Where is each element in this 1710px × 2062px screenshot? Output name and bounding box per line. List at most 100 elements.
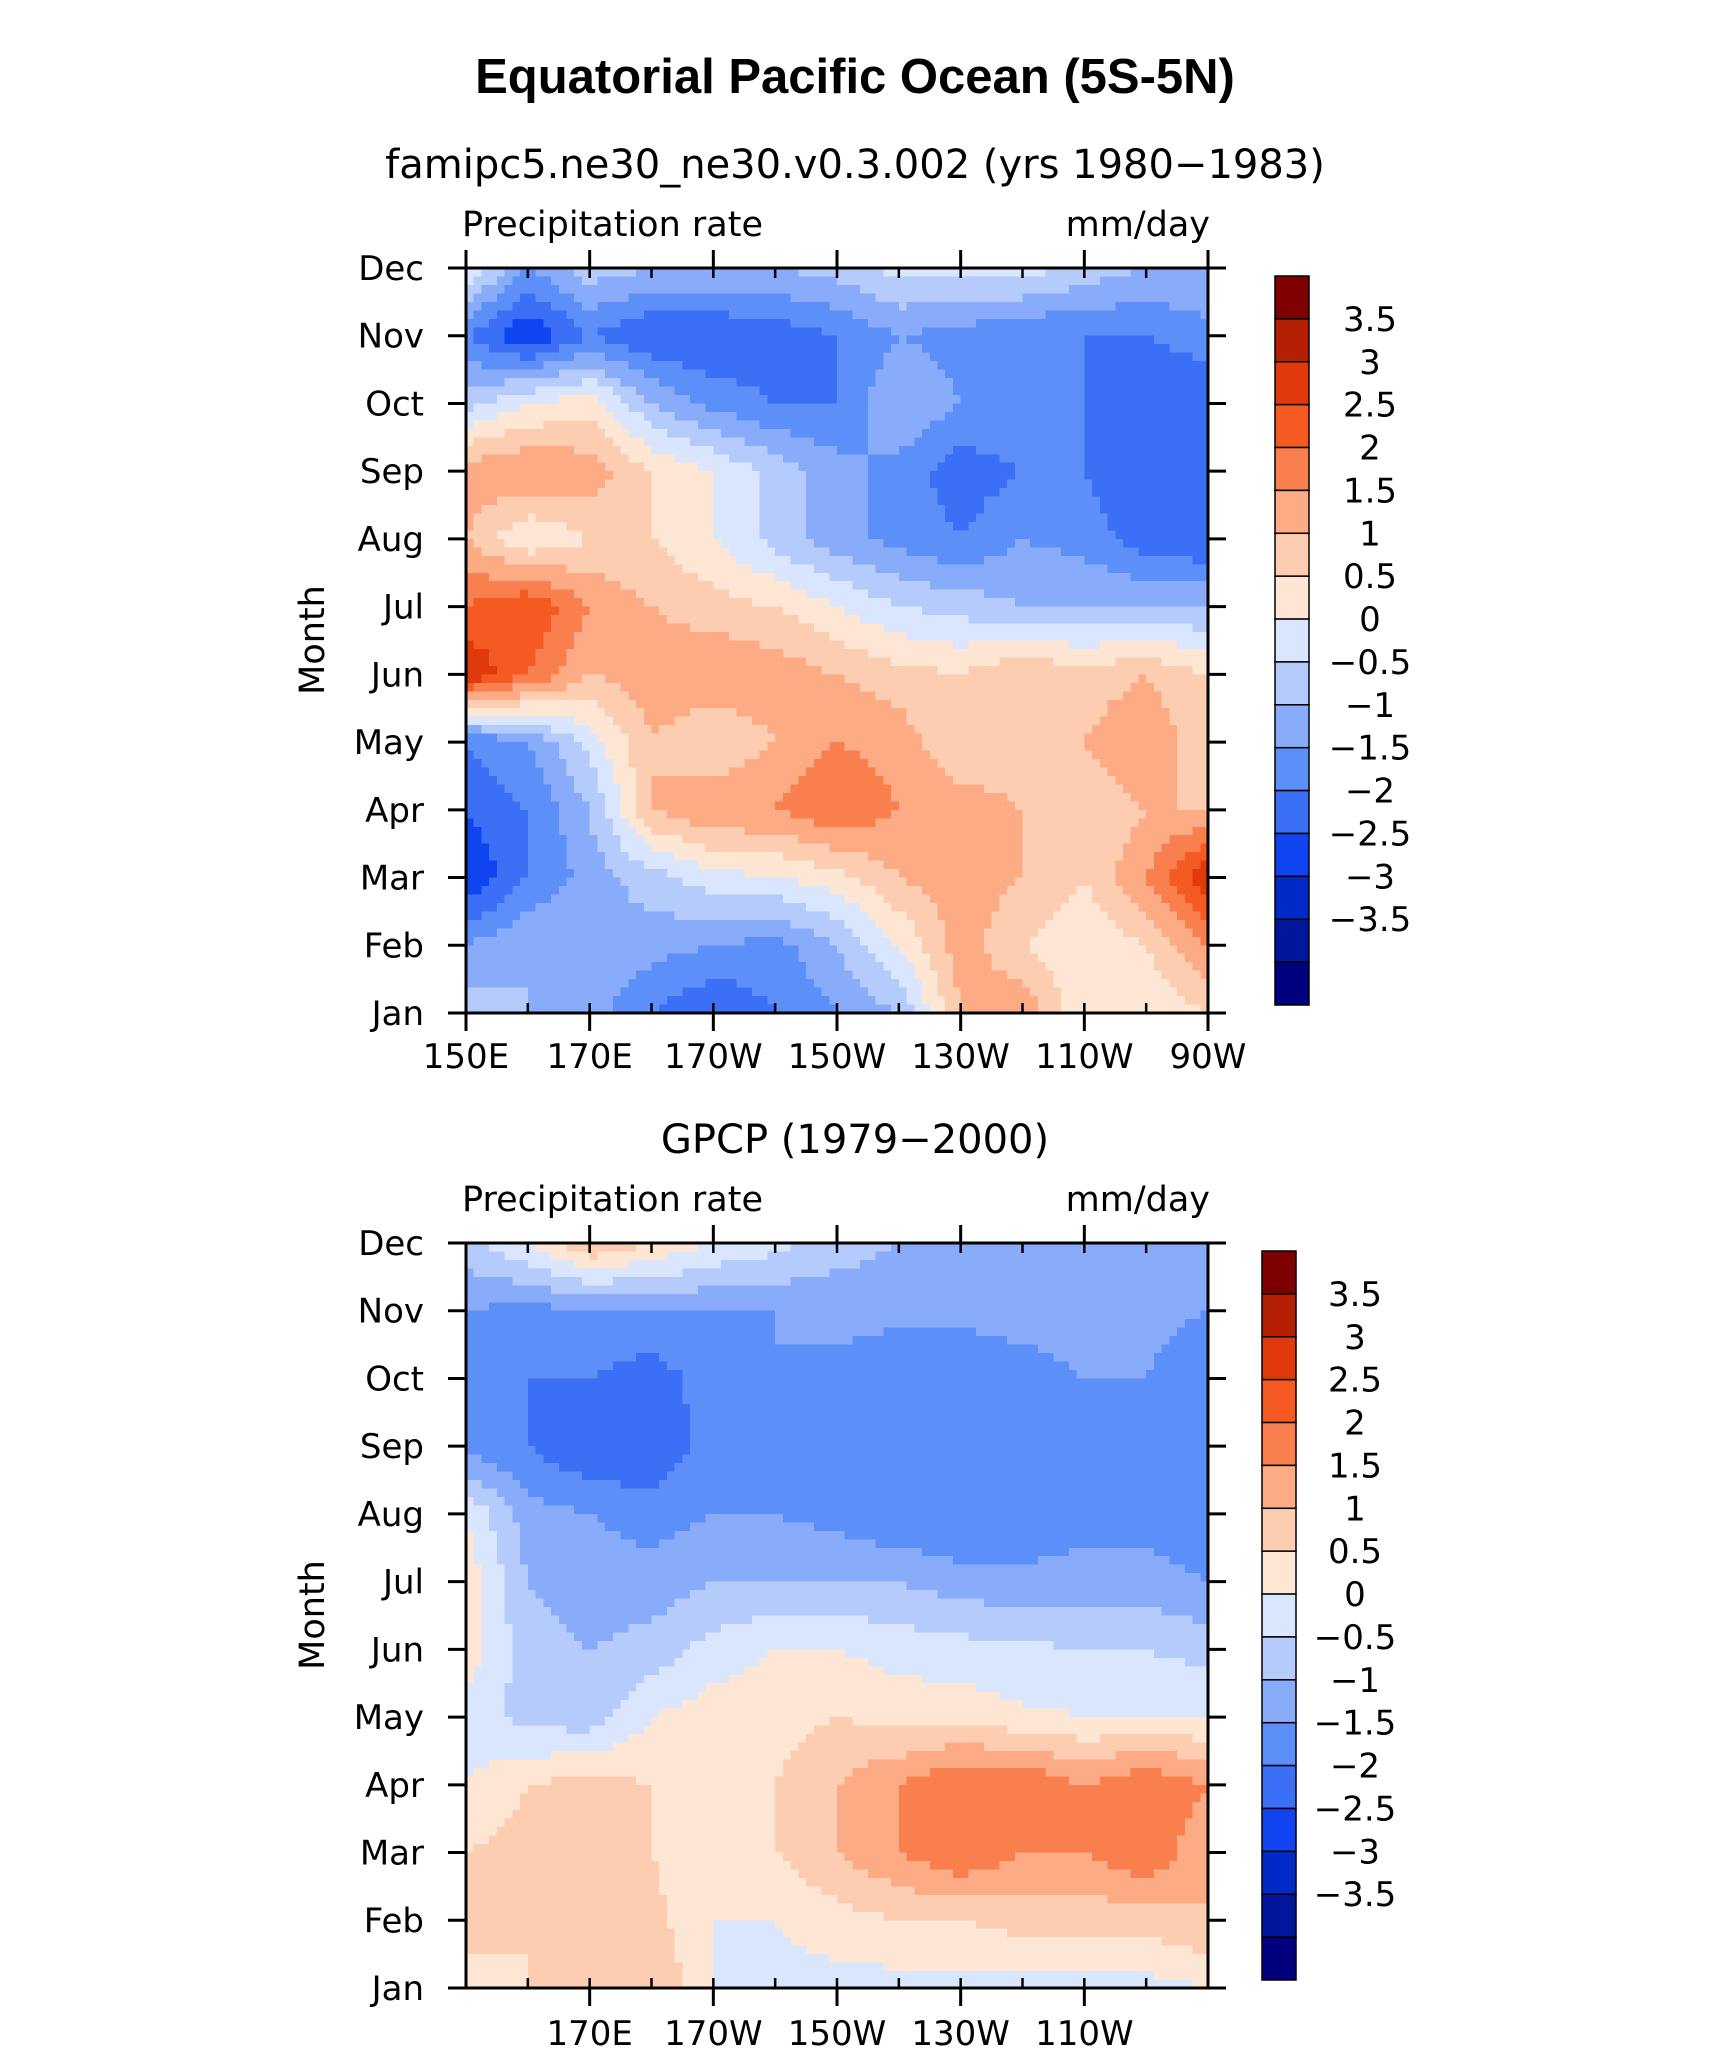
contour-cell: [666, 852, 676, 862]
contour-cell: [481, 386, 490, 396]
contour-cell: [690, 496, 699, 506]
contour-cell: [690, 589, 699, 599]
contour-cell: [883, 344, 892, 354]
contour-cell: [605, 792, 614, 802]
contour-cell: [891, 725, 900, 735]
contour-cell: [790, 327, 799, 337]
contour-cell: [659, 945, 668, 955]
contour-cell: [806, 750, 815, 760]
contour-cell: [558, 945, 568, 955]
contour-cell: [898, 623, 908, 633]
contour-cell: [744, 902, 753, 913]
contour-cell: [875, 471, 884, 481]
contour-cell: [767, 860, 776, 870]
contour-cell: [790, 953, 799, 963]
contour-cell: [697, 462, 707, 472]
contour-cell: [612, 792, 622, 802]
contour-cell: [736, 411, 745, 421]
contour-cell: [636, 953, 645, 963]
contour-cell: [473, 767, 483, 777]
contour-cell: [504, 572, 513, 582]
contour-cell: [751, 640, 761, 650]
contour-cell: [697, 936, 707, 946]
contour-cell: [651, 301, 660, 311]
contour-cell: [489, 394, 498, 405]
contour-cell: [643, 869, 653, 879]
contour-cell: [597, 1004, 606, 1014]
contour-cell: [605, 386, 614, 396]
contour-cell: [713, 987, 722, 997]
contour-cell: [775, 547, 784, 557]
contour-cell: [829, 301, 838, 311]
contour-cell: [829, 809, 838, 819]
contour-cell: [581, 775, 591, 786]
contour-cell: [666, 462, 676, 472]
contour-cell: [466, 725, 475, 735]
contour-cell: [813, 598, 823, 608]
contour-cell: [860, 471, 869, 481]
contour-cell: [744, 547, 753, 557]
contour-cell: [520, 674, 529, 684]
contour-cell: [527, 623, 537, 633]
contour-cell: [520, 538, 529, 548]
contour-cell: [605, 750, 614, 760]
contour-cell: [705, 538, 714, 548]
contour-cell: [697, 268, 707, 278]
contour-cell: [806, 919, 815, 929]
contour-cell: [751, 361, 761, 371]
contour-cell: [898, 733, 908, 743]
contour-cell: [597, 742, 606, 752]
contour-cell: [898, 378, 908, 388]
contour-cell: [875, 335, 884, 345]
contour-cell: [643, 699, 653, 709]
contour-cell: [682, 513, 691, 523]
contour-cell: [705, 970, 714, 980]
contour-cell: [844, 411, 854, 421]
contour-cell: [782, 572, 792, 582]
contour-cell: [759, 945, 769, 955]
contour-cell: [728, 606, 738, 616]
contour-cell: [636, 479, 645, 489]
contour-cell: [728, 589, 738, 599]
contour-cell: [643, 293, 653, 303]
contour-cell: [751, 615, 761, 625]
contour-cell: [875, 564, 884, 574]
contour-cell: [612, 750, 622, 760]
contour-cell: [666, 911, 676, 921]
contour-cell: [759, 598, 769, 608]
contour-cell: [581, 496, 591, 506]
contour-cell: [860, 962, 869, 972]
contour-cell: [535, 378, 544, 388]
contour-cell: [636, 598, 645, 608]
contour-cell: [860, 996, 869, 1006]
contour-cell: [512, 530, 521, 540]
contour-cell: [829, 555, 838, 565]
contour-cell: [659, 411, 668, 421]
contour-cell: [829, 962, 838, 972]
contour-cell: [520, 284, 529, 294]
contour-cell: [520, 996, 529, 1006]
contour-cell: [589, 640, 598, 650]
contour-cell: [612, 555, 622, 565]
contour-cell: [682, 742, 691, 752]
contour-cell: [512, 835, 521, 845]
contour-cell: [651, 826, 660, 836]
contour-cell: [713, 598, 722, 608]
contour-cell: [721, 344, 730, 354]
contour-cell: [674, 369, 684, 379]
contour-cell: [651, 665, 660, 675]
contour-cell: [496, 996, 506, 1006]
contour-cell: [721, 488, 730, 498]
contour-cell: [481, 632, 490, 642]
contour-cell: [767, 657, 776, 667]
contour-cell: [705, 826, 714, 836]
contour-cell: [666, 699, 676, 709]
contour-cell: [481, 979, 490, 989]
contour-cell: [821, 953, 830, 963]
contour-cell: [666, 318, 676, 328]
contour-cell: [605, 293, 614, 303]
contour-cell: [798, 403, 807, 413]
contour-cell: [551, 843, 560, 853]
contour-cell: [898, 708, 908, 718]
contour-cell: [775, 403, 784, 413]
